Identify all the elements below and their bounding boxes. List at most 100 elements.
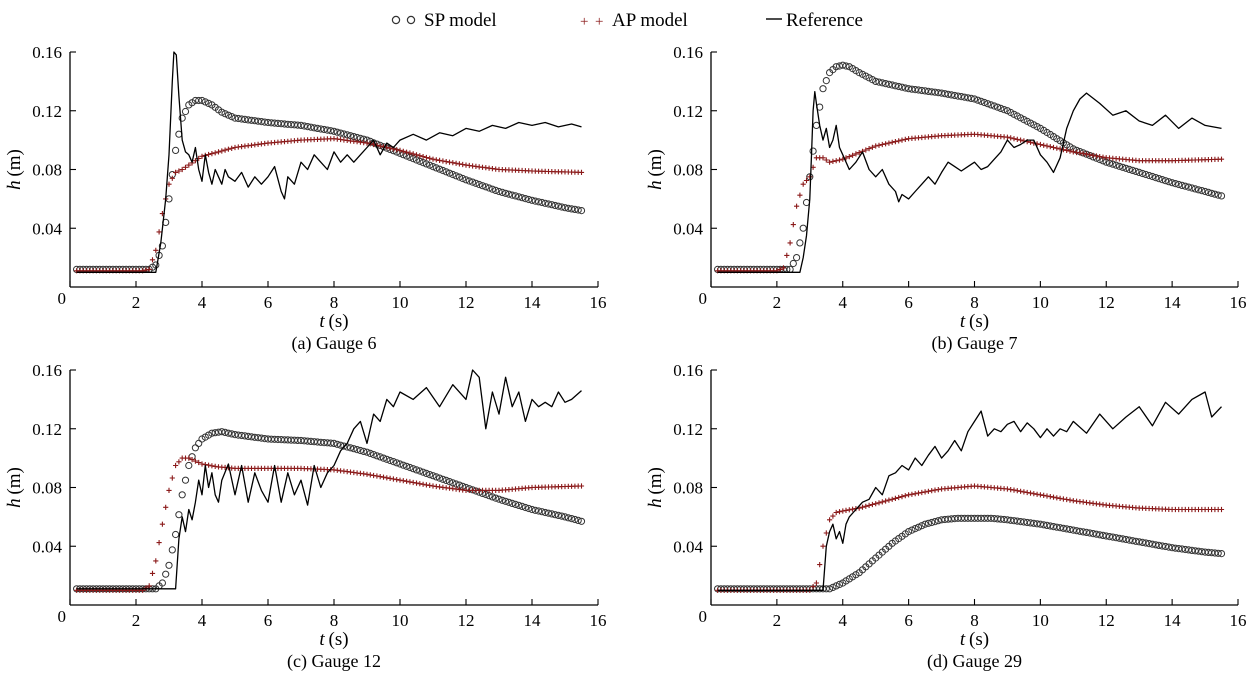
sp-point	[980, 98, 989, 107]
sp-point	[1082, 528, 1091, 537]
ap-point	[1070, 149, 1076, 155]
ap-point	[813, 580, 819, 586]
sp-point	[1129, 166, 1137, 174]
sp-point	[1066, 525, 1074, 534]
ap-point	[169, 475, 175, 481]
ap-point	[830, 158, 836, 164]
ap-point	[1067, 148, 1073, 154]
sp-point	[442, 476, 450, 484]
ap-point	[222, 147, 228, 153]
y-tick-label: 0.04	[32, 219, 62, 238]
x-tick-label: 2	[132, 293, 141, 312]
ap-point	[143, 585, 149, 591]
sp-point	[947, 91, 956, 99]
ap-point	[1218, 506, 1225, 513]
ap-point	[866, 146, 872, 152]
x-tick-label: 8	[330, 611, 339, 630]
x-axis-label-var: t	[319, 629, 325, 650]
x-tick-label: 4	[839, 611, 848, 630]
sp-point	[1040, 521, 1048, 529]
sp-point	[934, 517, 942, 525]
ap-point	[1044, 143, 1050, 149]
sp-point	[1092, 530, 1101, 538]
x-tick-label: 4	[198, 611, 207, 630]
sp-point	[366, 449, 374, 457]
sp-point	[921, 87, 929, 95]
ap-point	[1047, 144, 1053, 150]
ap-point	[1011, 136, 1017, 142]
x-tick-label: 4	[839, 293, 848, 312]
ap-point	[456, 161, 462, 167]
sp-point	[918, 522, 926, 530]
sp-point	[911, 525, 919, 533]
sp-point	[1069, 526, 1077, 534]
ap-point	[407, 150, 413, 156]
sp-point	[383, 455, 391, 463]
sp-point	[1191, 547, 1199, 555]
sp-point	[1198, 187, 1206, 195]
ap-point	[856, 150, 862, 156]
ap-point	[846, 507, 852, 513]
sp-point	[158, 242, 166, 250]
ap-point	[1218, 156, 1225, 162]
series-ap-markers	[715, 131, 1225, 274]
sp-point	[515, 501, 523, 509]
sp-point	[353, 446, 361, 454]
sp-point	[1158, 542, 1166, 550]
sp-point	[558, 203, 566, 211]
sp-point	[1165, 543, 1173, 551]
ap-point	[417, 153, 423, 159]
sp-point	[436, 474, 444, 482]
ap-point	[225, 146, 231, 152]
legend-ref-label: Reference	[786, 10, 863, 31]
ap-point	[420, 154, 426, 160]
sp-point	[551, 511, 559, 519]
ap-point	[919, 489, 925, 496]
ap-point	[410, 479, 416, 486]
sp-point	[528, 505, 536, 514]
ap-point	[1057, 495, 1063, 501]
ap-point	[1011, 487, 1017, 493]
ap-point	[417, 481, 423, 487]
sp-point	[918, 86, 926, 95]
sp-point	[891, 82, 900, 90]
sp-point	[505, 190, 513, 198]
x-axis-label: t (s)	[960, 311, 989, 332]
sp-point	[1211, 190, 1219, 198]
ap-point	[219, 148, 225, 154]
sp-point	[300, 122, 308, 130]
ap-point	[899, 494, 905, 500]
sp-point	[1119, 535, 1127, 543]
x-axis-label-var: t	[960, 629, 966, 650]
sp-point	[531, 197, 539, 205]
ap-point	[1064, 147, 1070, 153]
sp-point	[1122, 164, 1130, 172]
sp-point	[224, 429, 232, 437]
sp-point	[1079, 528, 1087, 536]
sp-point	[1046, 522, 1054, 530]
y-axis-label: h (m)	[4, 149, 25, 190]
sp-point	[574, 206, 582, 214]
ap-point	[1018, 137, 1024, 143]
x-tick-label: 6	[264, 293, 273, 312]
sp-point	[954, 92, 962, 100]
sp-point	[244, 432, 252, 440]
sp-point	[165, 561, 173, 569]
origin-label: 0	[699, 607, 708, 626]
ap-point	[400, 478, 406, 484]
ap-point	[427, 155, 433, 161]
sp-point	[568, 515, 576, 523]
sp-point	[789, 259, 797, 268]
ap-point	[364, 140, 370, 146]
ap-point	[909, 491, 915, 497]
ap-point	[1093, 153, 1099, 159]
sp-point	[1132, 167, 1140, 175]
sp-point	[208, 429, 216, 437]
series-reference-line	[76, 51, 582, 273]
x-tick-label: 8	[970, 293, 979, 312]
y-tick-label: 0.16	[32, 43, 62, 62]
ap-point	[896, 494, 902, 501]
sp-point	[515, 193, 523, 201]
ap-point	[833, 158, 839, 164]
sp-point	[452, 172, 460, 180]
